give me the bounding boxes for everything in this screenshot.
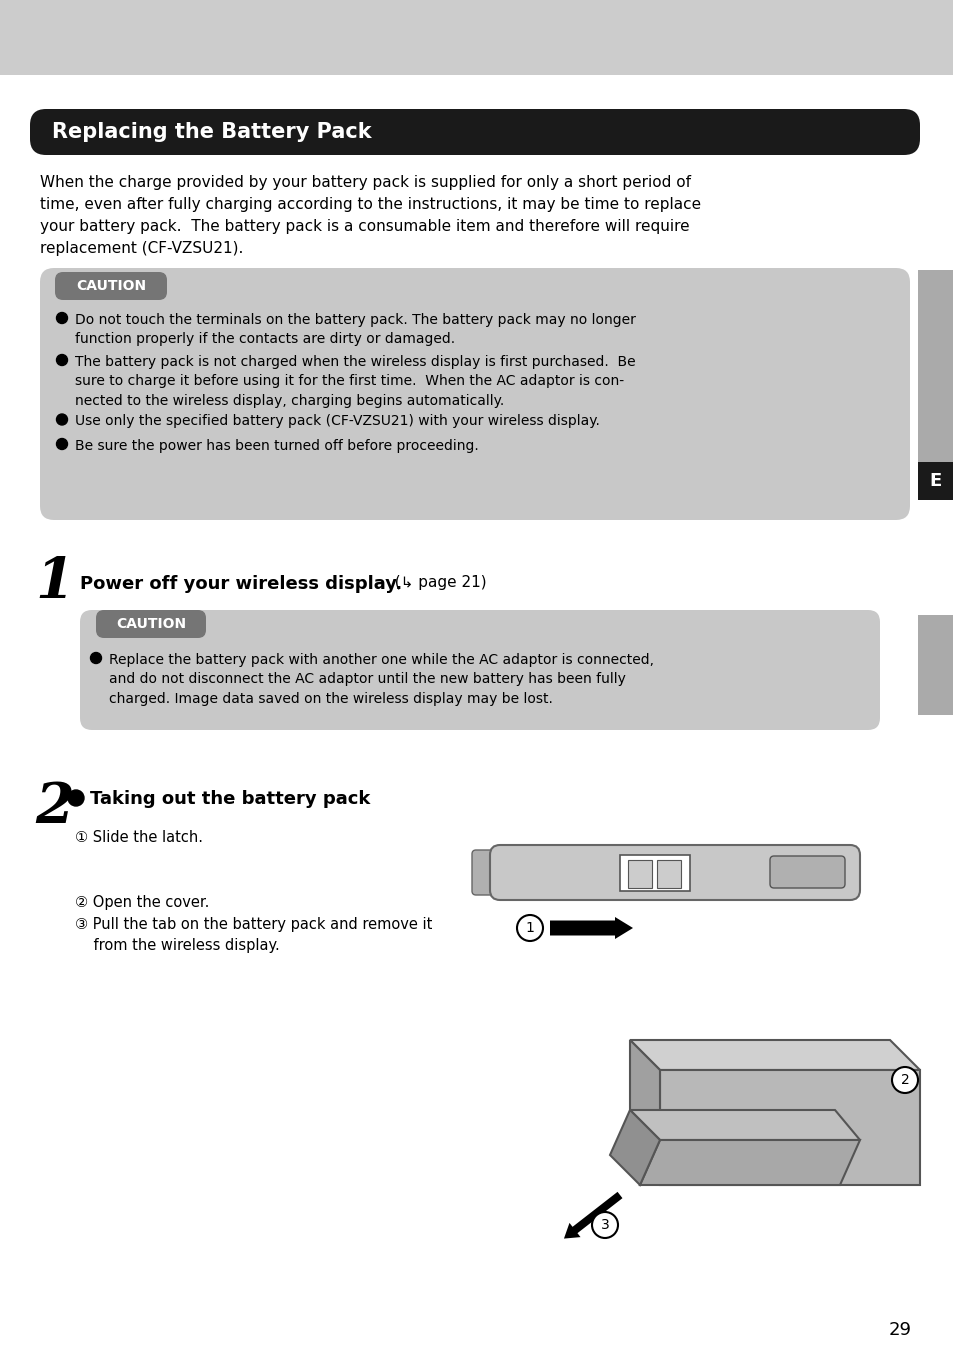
FancyBboxPatch shape [55,272,167,301]
FancyBboxPatch shape [472,850,497,895]
Circle shape [56,414,68,425]
FancyArrow shape [563,1192,621,1239]
Text: 29: 29 [887,1322,910,1339]
Circle shape [56,355,68,366]
Bar [917,615,953,715]
Circle shape [891,1067,917,1093]
Text: CAUTION: CAUTION [116,617,186,631]
Bar [917,462,953,500]
Polygon shape [629,1040,919,1070]
Text: CAUTION: CAUTION [76,279,146,292]
Bar [657,860,680,888]
Bar [0,0,953,74]
Text: When the charge provided by your battery pack is supplied for only a short perio: When the charge provided by your battery… [40,175,690,190]
Text: (↳ page 21): (↳ page 21) [385,575,486,590]
Polygon shape [629,1110,859,1140]
Text: Replace the battery pack with another one while the AC adaptor is connected,
and: Replace the battery pack with another on… [109,653,654,705]
Text: 3: 3 [600,1219,609,1232]
Text: ② Open the cover.: ② Open the cover. [75,895,209,910]
Text: Replacing the Battery Pack: Replacing the Battery Pack [52,122,372,142]
Polygon shape [659,1070,919,1185]
Circle shape [91,653,101,663]
Polygon shape [639,1140,859,1185]
FancyArrow shape [550,917,633,940]
Circle shape [56,439,68,450]
Text: ① Slide the latch.: ① Slide the latch. [75,830,203,845]
Text: 1: 1 [525,921,534,936]
Text: Use only the specified battery pack (CF-VZSU21) with your wireless display.: Use only the specified battery pack (CF-… [75,414,599,428]
Text: ③ Pull the tab on the battery pack and remove it
    from the wireless display.: ③ Pull the tab on the battery pack and r… [75,917,432,953]
Circle shape [592,1212,618,1238]
FancyBboxPatch shape [96,611,206,638]
Circle shape [56,313,68,324]
Text: The battery pack is not charged when the wireless display is first purchased.  B: The battery pack is not charged when the… [75,355,635,408]
Polygon shape [629,1040,659,1185]
Polygon shape [609,1110,659,1185]
Text: Power off your wireless display.: Power off your wireless display. [80,575,402,593]
Bar [917,269,953,500]
Text: Be sure the power has been turned off before proceeding.: Be sure the power has been turned off be… [75,439,478,454]
Bar [627,860,651,888]
Text: 2: 2 [900,1072,908,1087]
Text: your battery pack.  The battery pack is a consumable item and therefore will req: your battery pack. The battery pack is a… [40,219,689,234]
FancyBboxPatch shape [40,268,909,520]
Bar [619,854,689,891]
FancyBboxPatch shape [769,856,844,888]
Text: Taking out the battery pack: Taking out the battery pack [90,789,370,808]
Text: E: E [929,473,942,490]
Text: replacement (CF-VZSU21).: replacement (CF-VZSU21). [40,241,243,256]
Circle shape [68,789,84,806]
Circle shape [517,915,542,941]
Text: time, even after fully charging according to the instructions, it may be time to: time, even after fully charging accordin… [40,196,700,213]
FancyBboxPatch shape [490,845,859,900]
FancyBboxPatch shape [30,110,919,154]
Text: 1: 1 [35,555,73,611]
Text: Do not touch the terminals on the battery pack. The battery pack may no longer
f: Do not touch the terminals on the batter… [75,313,636,347]
Text: 2: 2 [35,780,73,835]
FancyBboxPatch shape [80,611,879,730]
